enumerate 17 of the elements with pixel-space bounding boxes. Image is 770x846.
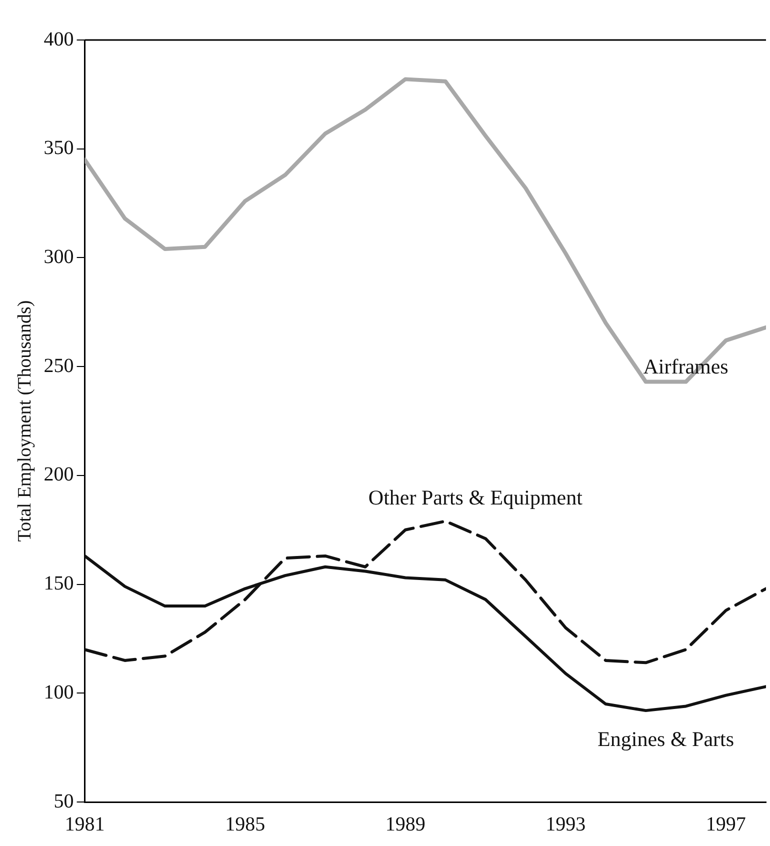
y-tick-label: 350 [44,137,74,160]
series-label: Other Parts & Equipment [368,486,583,510]
y-tick-label: 100 [44,681,74,704]
y-tick-label: 150 [44,572,74,595]
series-label: Engines & Parts [598,727,734,752]
x-tick-label: 1989 [385,813,426,836]
y-tick-label: 50 [54,790,74,812]
y-tick-label: 300 [44,246,74,268]
y-tick-label: 200 [44,464,74,486]
y-tick-label: 400 [44,28,74,50]
x-tick-label: 1985 [225,813,266,836]
y-axis-title: Total Employment (Thousands) [14,300,36,542]
x-tick-label: 1981 [64,813,105,836]
y-tick-label: 250 [44,354,74,377]
series-label: Airframes [643,354,728,378]
x-tick-label: 1993 [546,813,586,836]
x-tick-label: 1997 [706,813,746,836]
